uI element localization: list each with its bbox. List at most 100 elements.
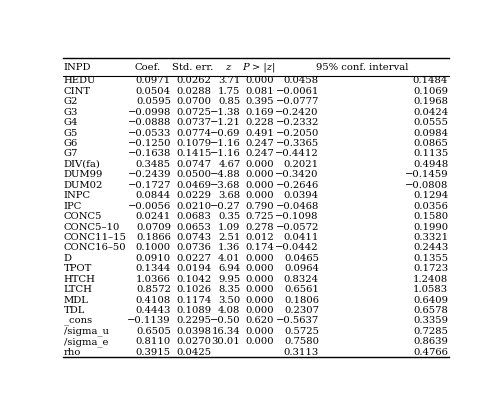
- Text: 95% conf. interval: 95% conf. interval: [316, 62, 408, 71]
- Text: −0.2646: −0.2646: [276, 181, 319, 190]
- Text: 0.247: 0.247: [245, 139, 274, 148]
- Text: 0.85: 0.85: [218, 97, 240, 106]
- Text: 16.34: 16.34: [212, 327, 240, 336]
- Text: −0.69: −0.69: [210, 129, 240, 137]
- Text: 0.1580: 0.1580: [413, 212, 448, 221]
- Text: 0.1294: 0.1294: [413, 191, 448, 200]
- Text: G3: G3: [64, 108, 78, 117]
- Text: −0.0468: −0.0468: [276, 202, 319, 211]
- Text: −0.3365: −0.3365: [276, 139, 319, 148]
- Text: 0.8324: 0.8324: [284, 275, 319, 284]
- Text: 0.4766: 0.4766: [413, 348, 448, 357]
- Text: 0.3915: 0.3915: [136, 348, 171, 357]
- Text: 0.0743: 0.0743: [176, 233, 212, 242]
- Text: 0.0425: 0.0425: [176, 348, 212, 357]
- Text: CONC16–50: CONC16–50: [64, 244, 126, 253]
- Text: 0.0227: 0.0227: [177, 254, 212, 263]
- Text: 0.0683: 0.0683: [177, 212, 212, 221]
- Text: 0.0288: 0.0288: [177, 87, 212, 96]
- Text: −1.16: −1.16: [210, 139, 240, 148]
- Text: 0.5725: 0.5725: [284, 327, 319, 336]
- Text: 0.395: 0.395: [245, 97, 274, 106]
- Text: −1.21: −1.21: [209, 118, 240, 127]
- Text: 0.1089: 0.1089: [176, 306, 212, 315]
- Text: 0.0971: 0.0971: [136, 76, 171, 85]
- Text: DIV(fa): DIV(fa): [64, 160, 101, 169]
- Text: 0.228: 0.228: [245, 118, 274, 127]
- Text: 3.68: 3.68: [218, 191, 240, 200]
- Text: 0.3113: 0.3113: [284, 348, 319, 357]
- Text: −0.2050: −0.2050: [276, 129, 319, 137]
- Text: 0.0465: 0.0465: [284, 254, 319, 263]
- Text: 0.000: 0.000: [245, 275, 274, 284]
- Text: 0.4948: 0.4948: [413, 160, 448, 169]
- Text: 0.0424: 0.0424: [413, 108, 448, 117]
- Text: 0.0737: 0.0737: [177, 118, 212, 127]
- Text: 0.0411: 0.0411: [284, 233, 319, 242]
- Text: 0.2307: 0.2307: [284, 306, 319, 315]
- Text: 0.000: 0.000: [245, 285, 274, 294]
- Text: 0.000: 0.000: [245, 76, 274, 85]
- Text: 0.0653: 0.0653: [177, 222, 212, 231]
- Text: 0.1135: 0.1135: [413, 149, 448, 158]
- Text: 0.3321: 0.3321: [413, 233, 448, 242]
- Text: 0.0747: 0.0747: [176, 160, 212, 169]
- Text: −0.0572: −0.0572: [276, 222, 319, 231]
- Text: 0.0736: 0.0736: [177, 244, 212, 253]
- Text: 0.000: 0.000: [245, 160, 274, 169]
- Text: 0.000: 0.000: [245, 181, 274, 190]
- Text: 0.0262: 0.0262: [177, 76, 212, 85]
- Text: INPD: INPD: [64, 62, 91, 71]
- Text: IPC: IPC: [64, 202, 82, 211]
- Text: 3.71: 3.71: [218, 76, 240, 85]
- Text: 0.0709: 0.0709: [136, 222, 171, 231]
- Text: −4.88: −4.88: [210, 170, 240, 179]
- Text: P > |z|: P > |z|: [242, 62, 276, 72]
- Text: −0.1139: −0.1139: [127, 317, 171, 326]
- Text: 0.3485: 0.3485: [136, 160, 171, 169]
- Text: 0.8639: 0.8639: [413, 337, 448, 346]
- Text: 0.000: 0.000: [245, 191, 274, 200]
- Text: /sigma_e: /sigma_e: [64, 337, 108, 347]
- Text: 8.35: 8.35: [218, 285, 240, 294]
- Text: 0.1990: 0.1990: [413, 222, 448, 231]
- Text: 0.1968: 0.1968: [413, 97, 448, 106]
- Text: 0.0504: 0.0504: [136, 87, 171, 96]
- Text: 4.08: 4.08: [218, 306, 240, 315]
- Text: 0.0984: 0.0984: [413, 129, 448, 137]
- Text: 9.95: 9.95: [218, 275, 240, 284]
- Text: G5: G5: [64, 129, 78, 137]
- Text: 0.0844: 0.0844: [136, 191, 171, 200]
- Text: 1.2408: 1.2408: [413, 275, 448, 284]
- Text: INPC: INPC: [64, 191, 91, 200]
- Text: 0.4443: 0.4443: [136, 306, 171, 315]
- Text: 0.0865: 0.0865: [413, 139, 448, 148]
- Text: 0.2295: 0.2295: [177, 317, 212, 326]
- Text: 0.6578: 0.6578: [413, 306, 448, 315]
- Text: −0.27: −0.27: [210, 202, 240, 211]
- Text: 0.169: 0.169: [245, 108, 274, 117]
- Text: 0.35: 0.35: [218, 212, 240, 221]
- Text: LTCH: LTCH: [64, 285, 93, 294]
- Text: −0.0888: −0.0888: [128, 118, 171, 127]
- Text: 4.01: 4.01: [218, 254, 240, 263]
- Text: z: z: [225, 62, 230, 71]
- Text: 0.0356: 0.0356: [413, 202, 448, 211]
- Text: −0.0442: −0.0442: [275, 244, 319, 253]
- Text: 0.0555: 0.0555: [413, 118, 448, 127]
- Text: 0.247: 0.247: [245, 149, 274, 158]
- Text: 0.0194: 0.0194: [176, 264, 212, 273]
- Text: −1.38: −1.38: [210, 108, 240, 117]
- Text: 0.0725: 0.0725: [177, 108, 212, 117]
- Text: 0.0595: 0.0595: [136, 97, 171, 106]
- Text: /sigma_u: /sigma_u: [64, 326, 109, 336]
- Text: 0.1484: 0.1484: [413, 76, 448, 85]
- Text: 0.1806: 0.1806: [284, 295, 319, 304]
- Text: G7: G7: [64, 149, 78, 158]
- Text: 0.0229: 0.0229: [177, 191, 212, 200]
- Text: 3.50: 3.50: [218, 295, 240, 304]
- Text: −0.3420: −0.3420: [276, 170, 319, 179]
- Text: 0.081: 0.081: [245, 87, 274, 96]
- Text: 0.6561: 0.6561: [284, 285, 319, 294]
- Text: −0.2420: −0.2420: [276, 108, 319, 117]
